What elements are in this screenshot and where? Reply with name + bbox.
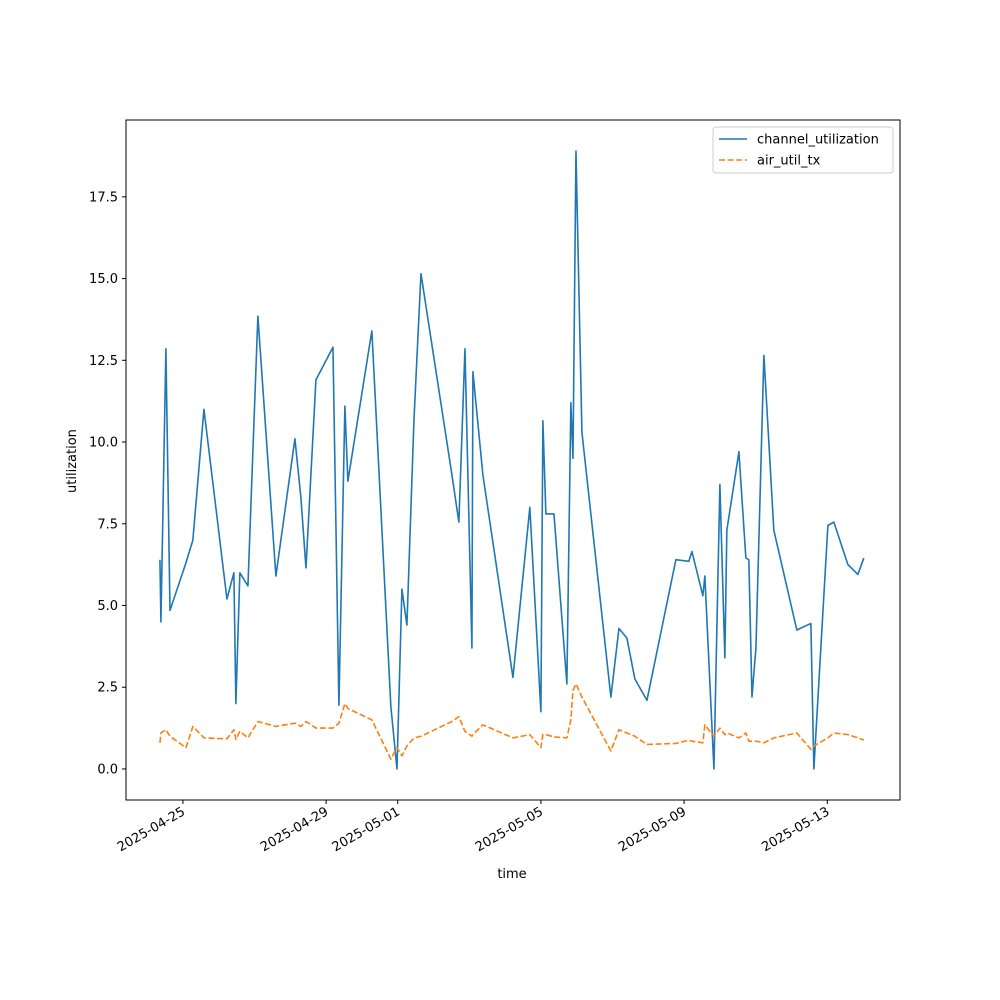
y-tick-label: 15.0 [89, 272, 118, 287]
x-tick-label: 2025-05-13 [759, 804, 832, 855]
y-tick-label: 5.0 [97, 599, 118, 614]
series-line [159, 683, 865, 760]
y-tick-label: 2.5 [97, 681, 118, 696]
y-axis-label: utilization [65, 429, 80, 493]
legend-box [712, 126, 894, 174]
y-tick-label: 10.0 [89, 436, 118, 451]
x-tick-label: 2025-05-05 [473, 804, 546, 855]
x-tick-label: 2025-04-29 [258, 804, 331, 855]
y-tick-label: 0.0 [97, 762, 118, 777]
y-tick-label: 17.5 [89, 190, 118, 205]
x-tick-label: 2025-05-01 [330, 804, 403, 855]
x-tick-label: 2025-05-09 [616, 804, 689, 855]
legend-label: air_util_tx [757, 154, 821, 169]
legend-label: channel_utilization [757, 133, 879, 148]
series-line [159, 150, 865, 770]
plot-frame [125, 119, 901, 801]
y-tick-label: 12.5 [89, 354, 118, 369]
x-axis-label: time [497, 867, 526, 882]
y-tick-label: 7.5 [97, 517, 118, 532]
x-tick-label: 2025-04-25 [115, 804, 188, 855]
